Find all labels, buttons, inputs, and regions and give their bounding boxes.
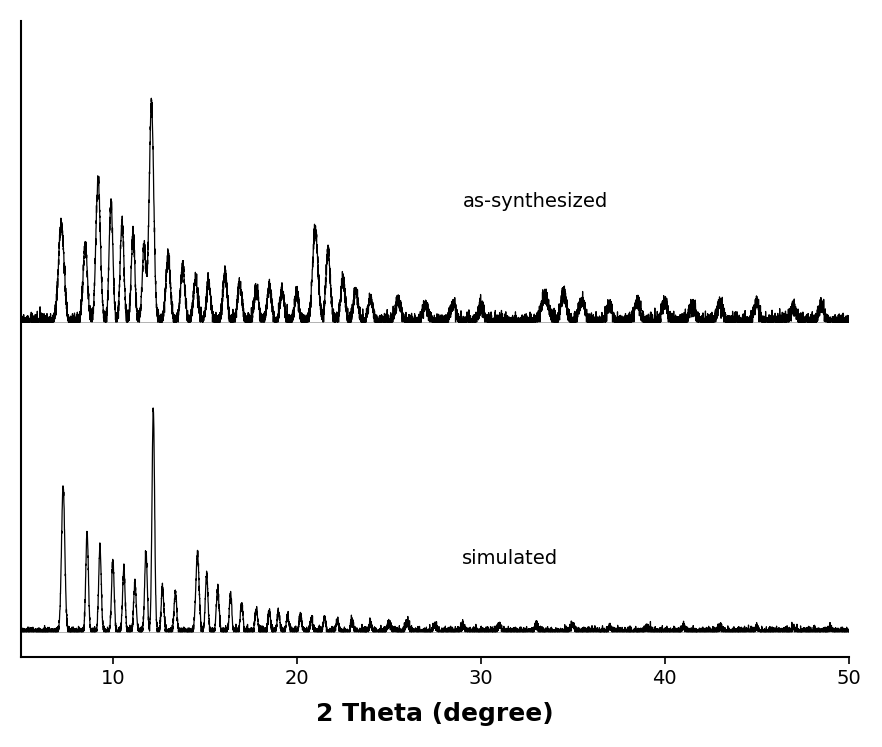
Text: simulated: simulated (462, 549, 558, 568)
X-axis label: 2 Theta (degree): 2 Theta (degree) (316, 702, 554, 726)
Text: as-synthesized: as-synthesized (462, 192, 608, 211)
